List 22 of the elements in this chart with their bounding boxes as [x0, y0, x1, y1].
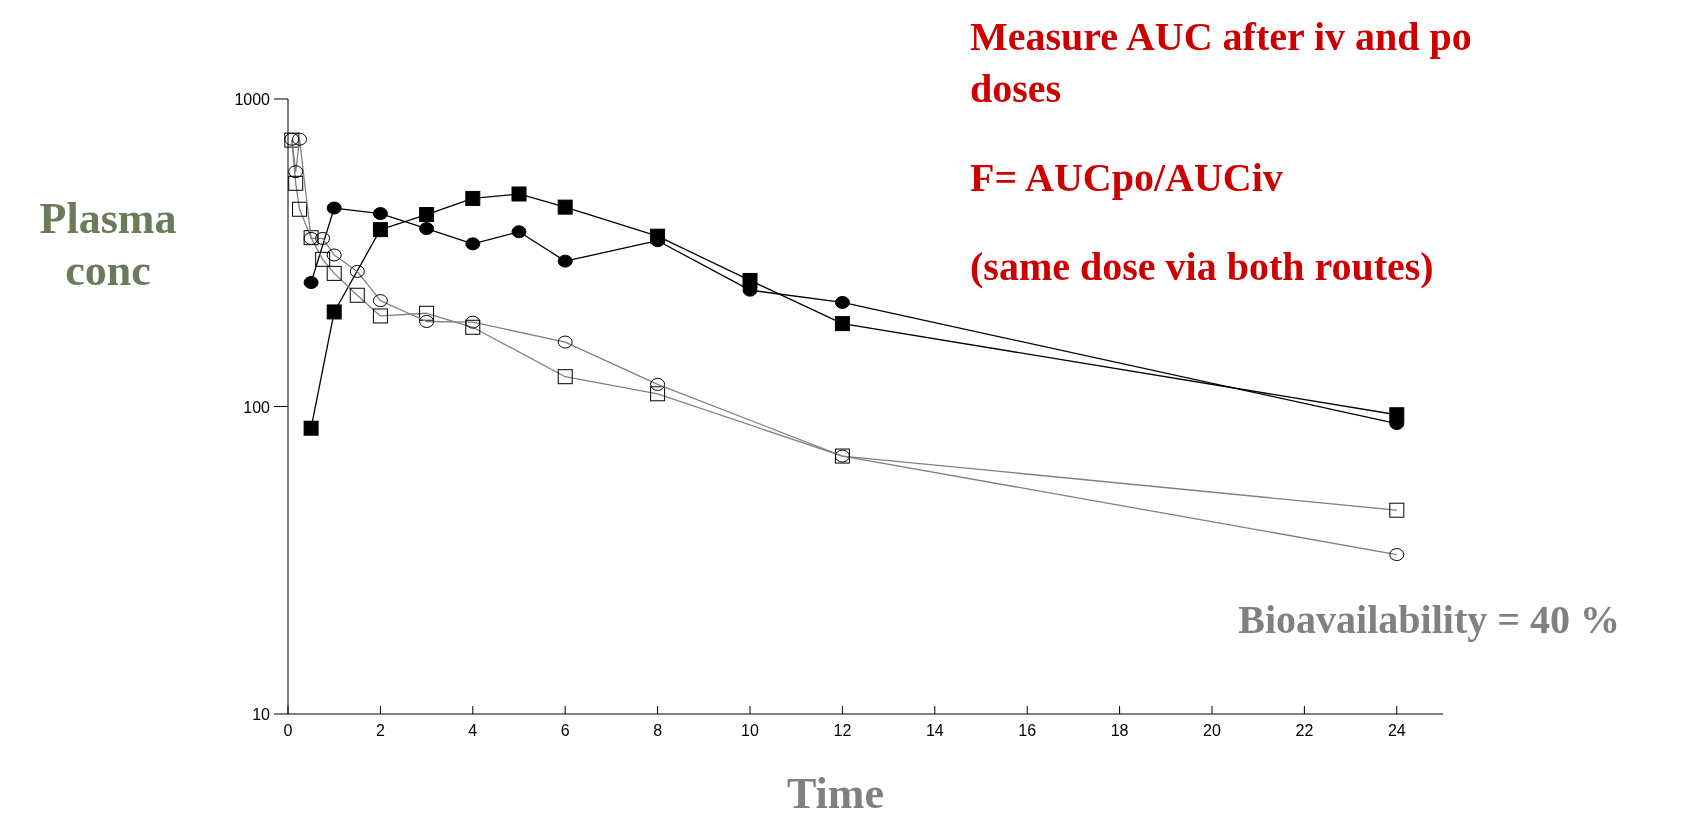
y-tick-label: 10 [252, 706, 271, 723]
x-tick-label: 24 [1387, 722, 1406, 739]
x-tick-label: 18 [1110, 722, 1129, 739]
x-tick-label: 12 [833, 722, 852, 739]
x-tick-label: 20 [1203, 722, 1221, 739]
x-tick-label: 16 [1018, 722, 1037, 739]
annotation: Measure AUC after iv and po doses [970, 14, 1472, 111]
x-tick-label: 22 [1295, 722, 1314, 739]
x-tick-label: 0 [283, 722, 293, 739]
x-tick-label: 4 [468, 722, 478, 739]
x-axis-title: Time [787, 769, 884, 818]
x-tick-label: 2 [375, 722, 385, 739]
y-tick-label: 100 [243, 398, 271, 416]
x-tick-label: 10 [741, 722, 759, 739]
x-tick-label: 8 [653, 722, 663, 739]
annotation: F= AUCpo/AUCiv [970, 155, 1283, 200]
x-tick-label: 14 [925, 722, 944, 739]
y-tick-label: 1000 [234, 91, 271, 108]
x-tick-label: 6 [560, 722, 570, 739]
annotation: (same dose via both routes) [970, 244, 1434, 289]
annotation: Bioavailability = 40 % [1238, 597, 1620, 642]
y-axis-title: Plasma conc [39, 194, 177, 295]
